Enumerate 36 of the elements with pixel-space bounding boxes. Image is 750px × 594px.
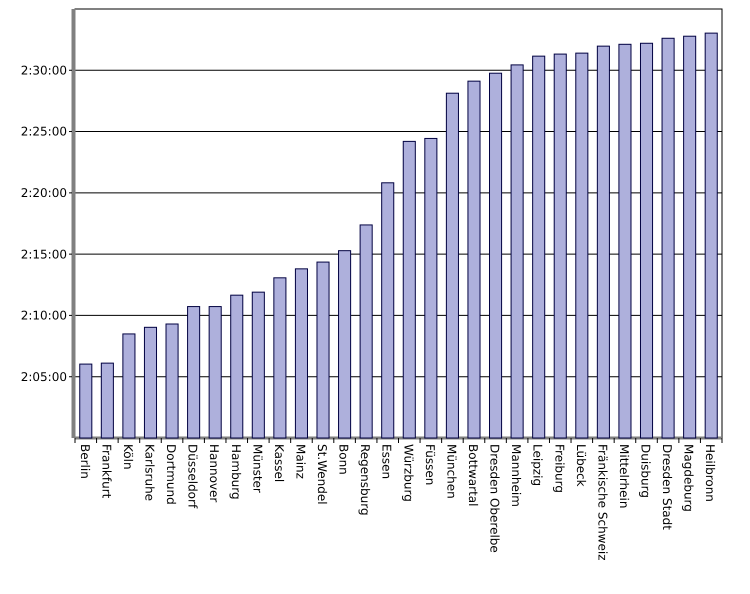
x-tick-label: Freiburg [552,444,566,493]
x-tick-label: Dresden Stadt [660,444,674,530]
x-tick-label: Dresden Oberelbe [488,444,502,553]
x-tick-label: München [444,444,458,499]
x-tick-label: Füssen [422,444,437,486]
x-tick-label: Würzburg [401,444,416,502]
x-tick-label: Mittelrhein [616,444,631,508]
x-tick-label: Karlsruhe [142,444,156,502]
x-tick-label: Leipzig [530,444,545,486]
y-tick-label: 2:15:00 [20,247,67,262]
x-tick-label: Duisburg [638,444,653,498]
y-tick-label: 2:20:00 [20,186,67,200]
x-tick-label: Regensburg [358,444,372,516]
x-tick-label: Münster [250,444,264,493]
x-tick-label: Frankfurt [99,444,114,499]
x-tick-label: Hannover [207,444,222,502]
x-tick-label: Bonn [336,444,351,475]
x-tick-label: St.Wendel [315,444,330,505]
x-tick-label: Berlin [78,444,92,479]
x-tick-label: Köln [120,444,135,470]
x-tick-label: Mainz [293,444,308,479]
x-tick-label: Bottwartal [466,444,480,506]
x-tick-label: Fränkische Schweiz [595,444,610,561]
y-tick-label: 2:25:00 [20,124,67,139]
x-tick-label: Mannheim [509,444,524,507]
y-tick-label: 2:10:00 [20,308,67,323]
x-tick-label: Dortmund [164,444,178,505]
x-tick-label: Düsseldorf [186,444,200,509]
x-tick-label: Kassel [272,444,286,482]
x-tick-label: Lübeck [574,444,588,487]
y-tick-label: 2:05:00 [20,370,67,384]
x-tick-label: Magdeburg [682,444,696,512]
x-tick-label: Essen [380,444,394,480]
x-tick-label: Heilbronn [703,444,718,502]
y-tick-label: 2:30:00 [20,63,67,78]
x-tick-label: Hamburg [228,444,243,500]
